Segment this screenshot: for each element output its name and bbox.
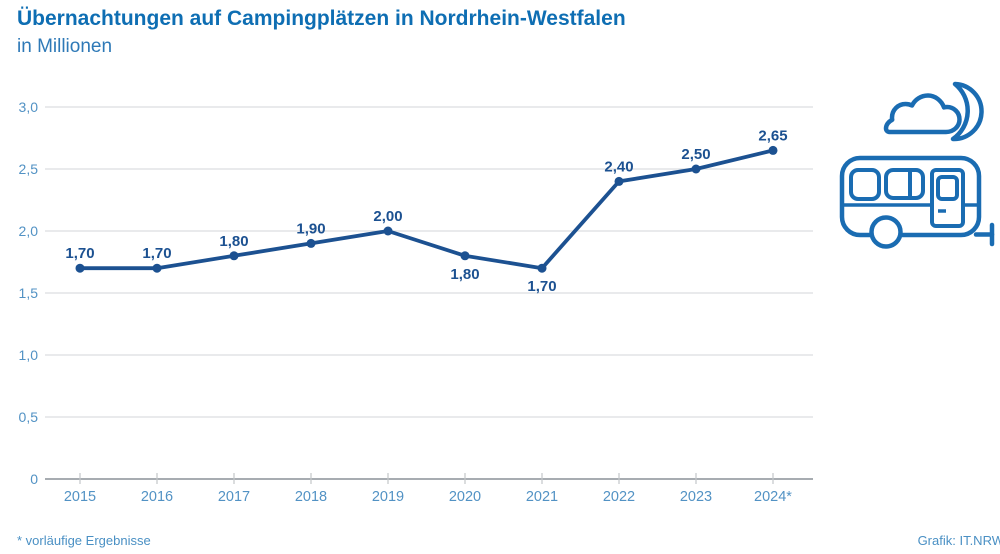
data-point — [614, 176, 624, 186]
y-tick-label: 2,0 — [19, 223, 39, 239]
page-subtitle: in Millionen — [17, 36, 113, 58]
data-label: 1,80 — [219, 233, 248, 250]
caravan-door-window — [936, 175, 959, 201]
data-label: 2,65 — [758, 127, 787, 144]
data-point — [691, 164, 701, 174]
x-tick-label: 2023 — [680, 489, 712, 505]
x-tick-label: 2019 — [372, 489, 404, 505]
data-point — [383, 226, 393, 236]
x-tick-label: 2024* — [754, 489, 792, 505]
x-tick-label: 2018 — [295, 489, 327, 505]
page-title: Übernachtungen auf Campingplätzen in Nor… — [17, 7, 626, 30]
caravan-window-left — [849, 168, 881, 201]
y-tick-label: 1,0 — [19, 347, 39, 363]
x-tick-label: 2022 — [603, 489, 635, 505]
data-label: 1,90 — [296, 220, 325, 237]
y-tick-label: 2,5 — [19, 161, 39, 177]
data-label: 1,70 — [527, 278, 556, 295]
x-tick-label: 2021 — [526, 489, 558, 505]
y-tick-label: 3,0 — [19, 99, 39, 115]
data-label: 1,70 — [65, 245, 94, 262]
data-point — [152, 263, 162, 273]
data-label: 2,50 — [681, 146, 710, 163]
data-point — [460, 251, 470, 261]
credit: Grafik: IT.NRW — [917, 533, 1000, 548]
caravan-icon — [839, 81, 995, 249]
y-tick-label: 0 — [30, 471, 38, 487]
x-tick-label: 2016 — [141, 489, 173, 505]
caravan-night-illustration — [838, 78, 1000, 258]
chart-header: Übernachtungen auf Campingplätzen in Nor… — [17, 6, 626, 58]
data-point — [306, 238, 316, 248]
data-point — [537, 263, 547, 273]
y-tick-label: 1,5 — [19, 285, 39, 301]
x-tick-label: 2020 — [449, 489, 481, 505]
data-label: 1,80 — [450, 266, 479, 283]
line-chart-area: 3,0 2,5 2,0 1,5 1,0 0,5 0 2015 2016 2017 2018 2019 2… — [0, 80, 1000, 515]
caravan-wheel-hub — [878, 224, 894, 240]
cloud-icon — [883, 93, 962, 135]
data-label: 2,00 — [373, 208, 402, 225]
line-chart: 3,0 2,5 2,0 1,5 1,0 0,5 0 2015 2016 2017 2018 2019 2… — [19, 99, 813, 505]
trend-line — [78, 148, 775, 271]
caravan-window-middle — [884, 168, 925, 200]
data-label: 2,40 — [604, 158, 633, 175]
y-tick-label: 0,5 — [19, 409, 39, 425]
x-tick-label: 2015 — [64, 489, 96, 505]
footnote: * vorläufige Ergebnisse — [17, 533, 151, 548]
x-tick-label: 2017 — [218, 489, 250, 505]
data-label: 1,70 — [142, 245, 171, 262]
moon-icon — [950, 81, 984, 142]
data-point — [229, 251, 239, 261]
data-point — [768, 145, 778, 155]
data-point — [75, 263, 85, 273]
